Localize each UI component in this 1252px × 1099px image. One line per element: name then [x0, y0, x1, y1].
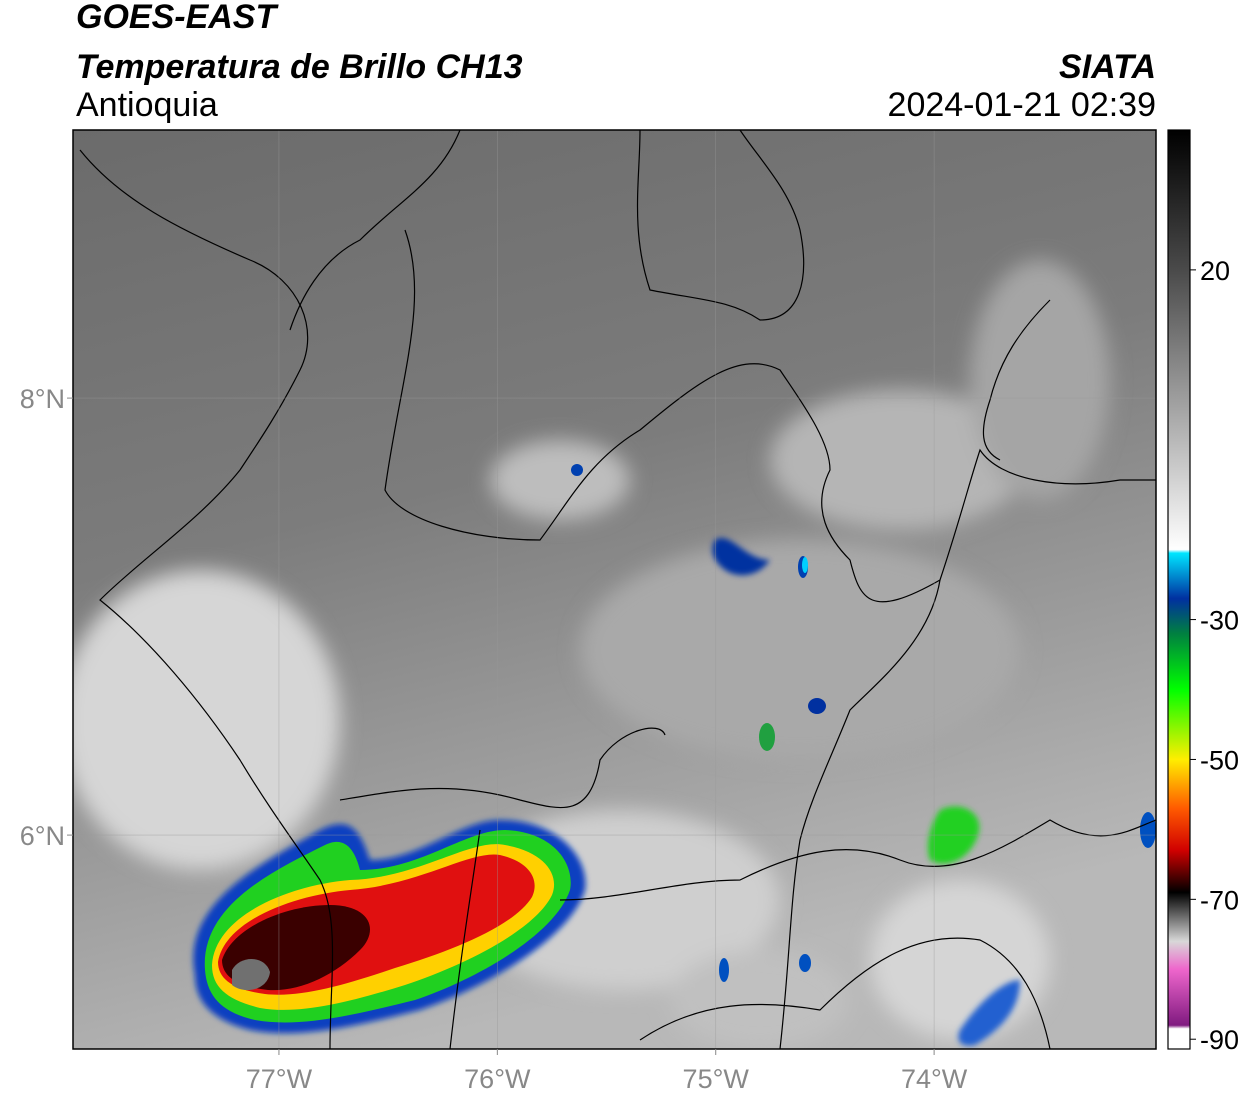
title: Temperatura de Brillo CH13 — [76, 48, 523, 86]
source-title: GOES-EAST — [76, 0, 279, 36]
x-tick-label: 74°W — [901, 1064, 968, 1094]
storm — [193, 464, 1156, 1046]
x-tick-label: 77°W — [246, 1064, 313, 1094]
colorbar-tick-label: 20 — [1200, 256, 1230, 286]
timestamp: 2024-01-21 02:39 — [888, 86, 1156, 124]
borders — [79, 130, 1156, 1049]
colorbar-tick-label: -50 — [1200, 745, 1239, 775]
grid — [73, 130, 1156, 1049]
imagery — [73, 130, 1156, 1049]
map-frame — [72, 129, 1157, 1050]
colorbar-tick-label: -70 — [1200, 885, 1239, 915]
x-tick-label: 75°W — [683, 1064, 750, 1094]
x-tick-label: 76°W — [464, 1064, 531, 1094]
y-tick-label: 6°N — [20, 821, 65, 851]
colorbar-tick-label: -90 — [1200, 1025, 1239, 1055]
agency: SIATA — [1059, 48, 1156, 86]
y-tick-label: 8°N — [20, 384, 65, 414]
region: Antioquia — [76, 86, 218, 124]
colorbar-tick-label: -30 — [1200, 606, 1239, 636]
colorbar — [1167, 129, 1191, 1050]
